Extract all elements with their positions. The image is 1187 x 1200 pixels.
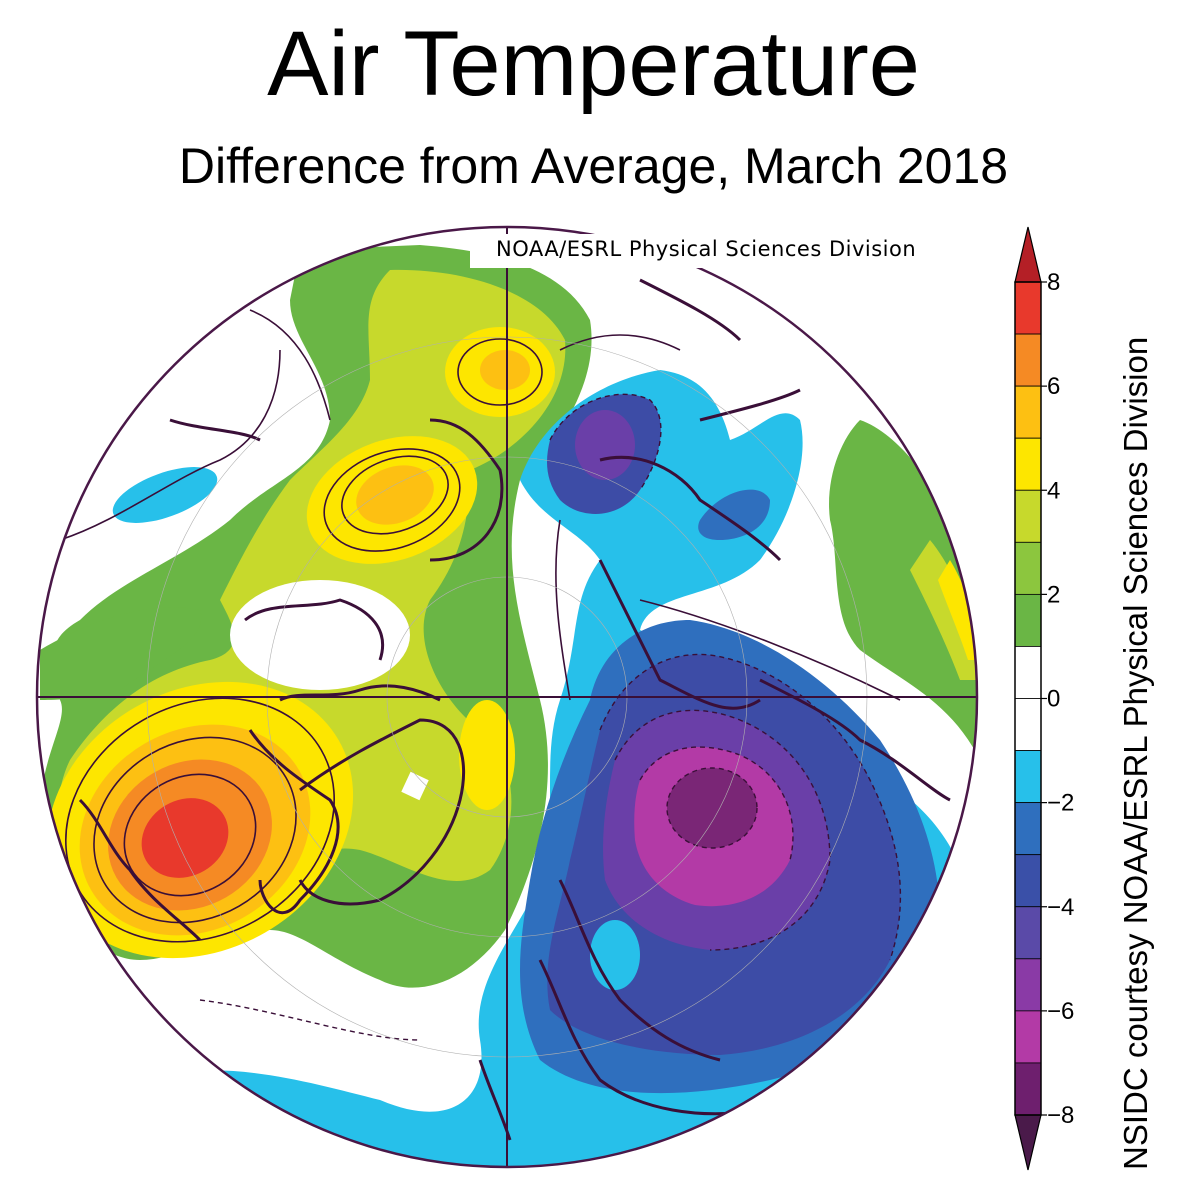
colorbar-segment (1014, 385, 1042, 439)
colorbar-segment (1014, 489, 1042, 543)
warm-east-yellow (938, 560, 977, 660)
colorbar-segment (1014, 958, 1042, 1012)
side-credit: NSIDC courtesy NOAA/ESRL Physical Scienc… (1117, 336, 1154, 1170)
map-credit-box (470, 234, 970, 268)
colorbar-segment (1014, 698, 1042, 751)
colorbar-tick-label: 2 (1047, 581, 1060, 608)
colorbar-under-arrow (1014, 1114, 1042, 1171)
map-title: Air Temperature (267, 13, 920, 115)
colorbar-segment (1014, 750, 1042, 804)
colorbar-segment (1014, 646, 1042, 699)
colorbar-tick-label: −6 (1047, 998, 1074, 1025)
colorbar-segment (1014, 1010, 1042, 1064)
colorbar-tick-label: 6 (1047, 373, 1060, 400)
cold-patch-northwest (112, 467, 218, 523)
colorbar-segment (1014, 1062, 1042, 1116)
colorbar-segment (1014, 854, 1042, 908)
cold-violet-north (575, 410, 635, 480)
warm-patch-east (459, 700, 515, 810)
colorbar-segment (1014, 906, 1042, 960)
colorbar-tick-label: −2 (1047, 790, 1074, 817)
warm-east-band (829, 420, 977, 760)
colorbar-tick-label: −4 (1047, 894, 1074, 921)
colorbar: 8 6 4 2 0 −2 −4 −6 −8 (1014, 226, 1074, 1171)
warm-peak-baffin-core (356, 465, 434, 525)
warm-east-lime (910, 540, 977, 680)
map-subtitle: Difference from Average, March 2018 (178, 138, 1009, 194)
warm-peak-north-core (480, 350, 530, 390)
colorbar-segment (1014, 437, 1042, 491)
map-credit: NOAA/ESRL Physical Sciences Division (496, 237, 916, 261)
colorbar-over-arrow (1014, 226, 1042, 283)
colorbar-segment (1014, 541, 1042, 595)
coastlines (78, 278, 951, 1141)
colorbar-tick-label: 4 (1047, 477, 1060, 504)
colorbar-segment (1014, 281, 1042, 335)
map-outline (35, 225, 979, 1169)
colorbar-segment (1014, 333, 1042, 387)
cold-patch-scandinavia (590, 920, 640, 990)
cold-blue-patch-north (698, 489, 770, 540)
neutral-patch-archipelago (230, 580, 410, 690)
anomaly-field (37, 227, 977, 1167)
colorbar-tick-label: −8 (1047, 1102, 1074, 1129)
neutral-patch-greenland (401, 771, 429, 801)
cold-core (667, 768, 757, 848)
green-west-band (40, 607, 202, 700)
colorbar-tick-label: 8 (1047, 269, 1060, 296)
colorbar-segment (1014, 593, 1042, 647)
warm-core-red (141, 798, 229, 878)
colorbar-segment (1014, 802, 1042, 856)
colorbar-tick-label: 0 (1047, 686, 1060, 713)
